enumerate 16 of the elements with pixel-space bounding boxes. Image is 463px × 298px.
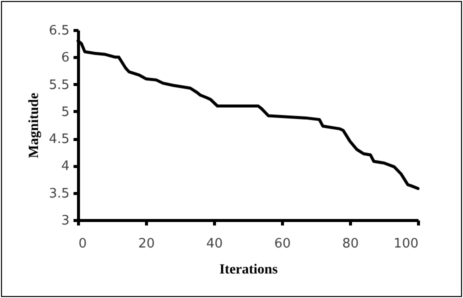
y-tick-label: 3.5 [48,186,70,202]
y-tick-label: 6.5 [48,24,70,38]
y-tick-label: 4.5 [48,132,70,148]
x-tick-label: 0 [78,236,87,252]
x-axis-title: Iterations [219,262,278,278]
y-tick-label: 3 [61,214,70,228]
y-tick-label: 6 [61,50,70,66]
x-tick-label: 80 [342,236,359,252]
y-tick-label: 5 [61,104,70,120]
y-axis-title: Magnitude [26,92,42,158]
y-tick-label: 5.5 [48,78,70,93]
y-tick-label: 4 [61,159,70,174]
x-tick-label: 20 [138,236,155,252]
x-tick-label: 40 [206,236,223,252]
x-tick-label: 100 [394,236,418,252]
x-tick-label: 60 [274,236,291,252]
